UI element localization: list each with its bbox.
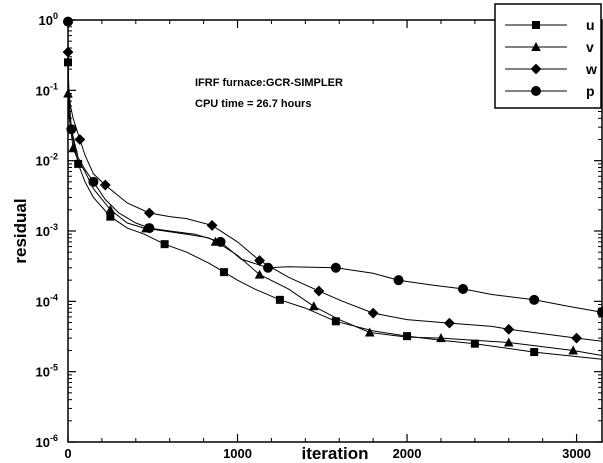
series-marker-v [309, 301, 319, 311]
y-tick-label: 10-3 [36, 222, 58, 239]
legend-label-w: w [585, 61, 597, 77]
series-marker-u [331, 317, 340, 326]
series-marker-w [313, 285, 325, 297]
series-marker-v [568, 345, 578, 355]
x-axis-label: iteration [301, 444, 368, 463]
legend-label-p: p [586, 83, 595, 99]
x-tick-label: 2000 [393, 446, 422, 461]
legend-marker-v [531, 42, 541, 51]
series-marker-v [254, 269, 265, 279]
series-marker-w [254, 255, 265, 266]
series-marker-w [99, 179, 111, 191]
series-marker-p [263, 262, 274, 273]
y-tick-labels: 100 10-1 10-2 10-3 10-4 10-5 10-6 [36, 11, 58, 450]
series-marker-v [105, 204, 116, 214]
x-tick-label: 0 [64, 446, 71, 461]
series-marker-w [367, 307, 379, 319]
series-marker-v [364, 327, 375, 337]
series-marker-w [74, 134, 86, 145]
y-tick-label: 10-2 [36, 152, 58, 169]
series-marker-p [144, 223, 155, 234]
annotation-solver: IFRF furnace:GCR-SIMPLER [195, 77, 343, 89]
legend-marker-p [531, 86, 541, 96]
series-marker-w [444, 317, 455, 329]
series-marker-u [403, 332, 412, 341]
series-marker-u [275, 295, 284, 304]
series-marker-u [530, 348, 539, 357]
y-tick-label: 10-4 [36, 292, 58, 309]
series-marker-p [457, 283, 468, 294]
series-marker-p [215, 236, 226, 247]
series-marker-u [470, 339, 479, 348]
y-axis-label: residual [11, 198, 30, 263]
series-marker-u [74, 159, 83, 168]
series-marker-p [529, 294, 540, 305]
series-marker-w [206, 220, 218, 231]
series-marker-v [503, 337, 514, 347]
series-marker-w [503, 323, 515, 335]
x-tick-label: 1000 [223, 446, 252, 461]
series-marker-w [571, 332, 582, 344]
legend-marker-u [532, 21, 540, 29]
series-line-p [67, 21, 603, 313]
series-marker-p [393, 275, 404, 286]
x-tick-label: 3000 [562, 446, 591, 461]
series-markers [62, 16, 603, 357]
y-tick-label: 10-6 [36, 433, 58, 450]
legend-marker-w [530, 63, 542, 75]
series-marker-u [219, 268, 228, 277]
legend-label-u: u [586, 17, 595, 33]
x-tick-labels: 0 1000 2000 3000 [64, 446, 591, 461]
series-marker-v [436, 333, 446, 343]
series-marker-v [68, 143, 78, 153]
legend-label-v: v [586, 39, 594, 55]
axis-ticks [67, 19, 602, 443]
series-marker-p [88, 176, 99, 187]
series-marker-u [106, 212, 115, 221]
series-marker-w [143, 207, 155, 219]
y-tick-label: 10-5 [36, 363, 58, 380]
y-tick-label: 100 [39, 11, 58, 28]
series-marker-p [330, 262, 341, 273]
y-tick-label: 10-1 [36, 81, 58, 98]
annotation-cpu-time: CPU time = 26.7 hours [195, 98, 311, 110]
series-marker-u [160, 240, 169, 249]
